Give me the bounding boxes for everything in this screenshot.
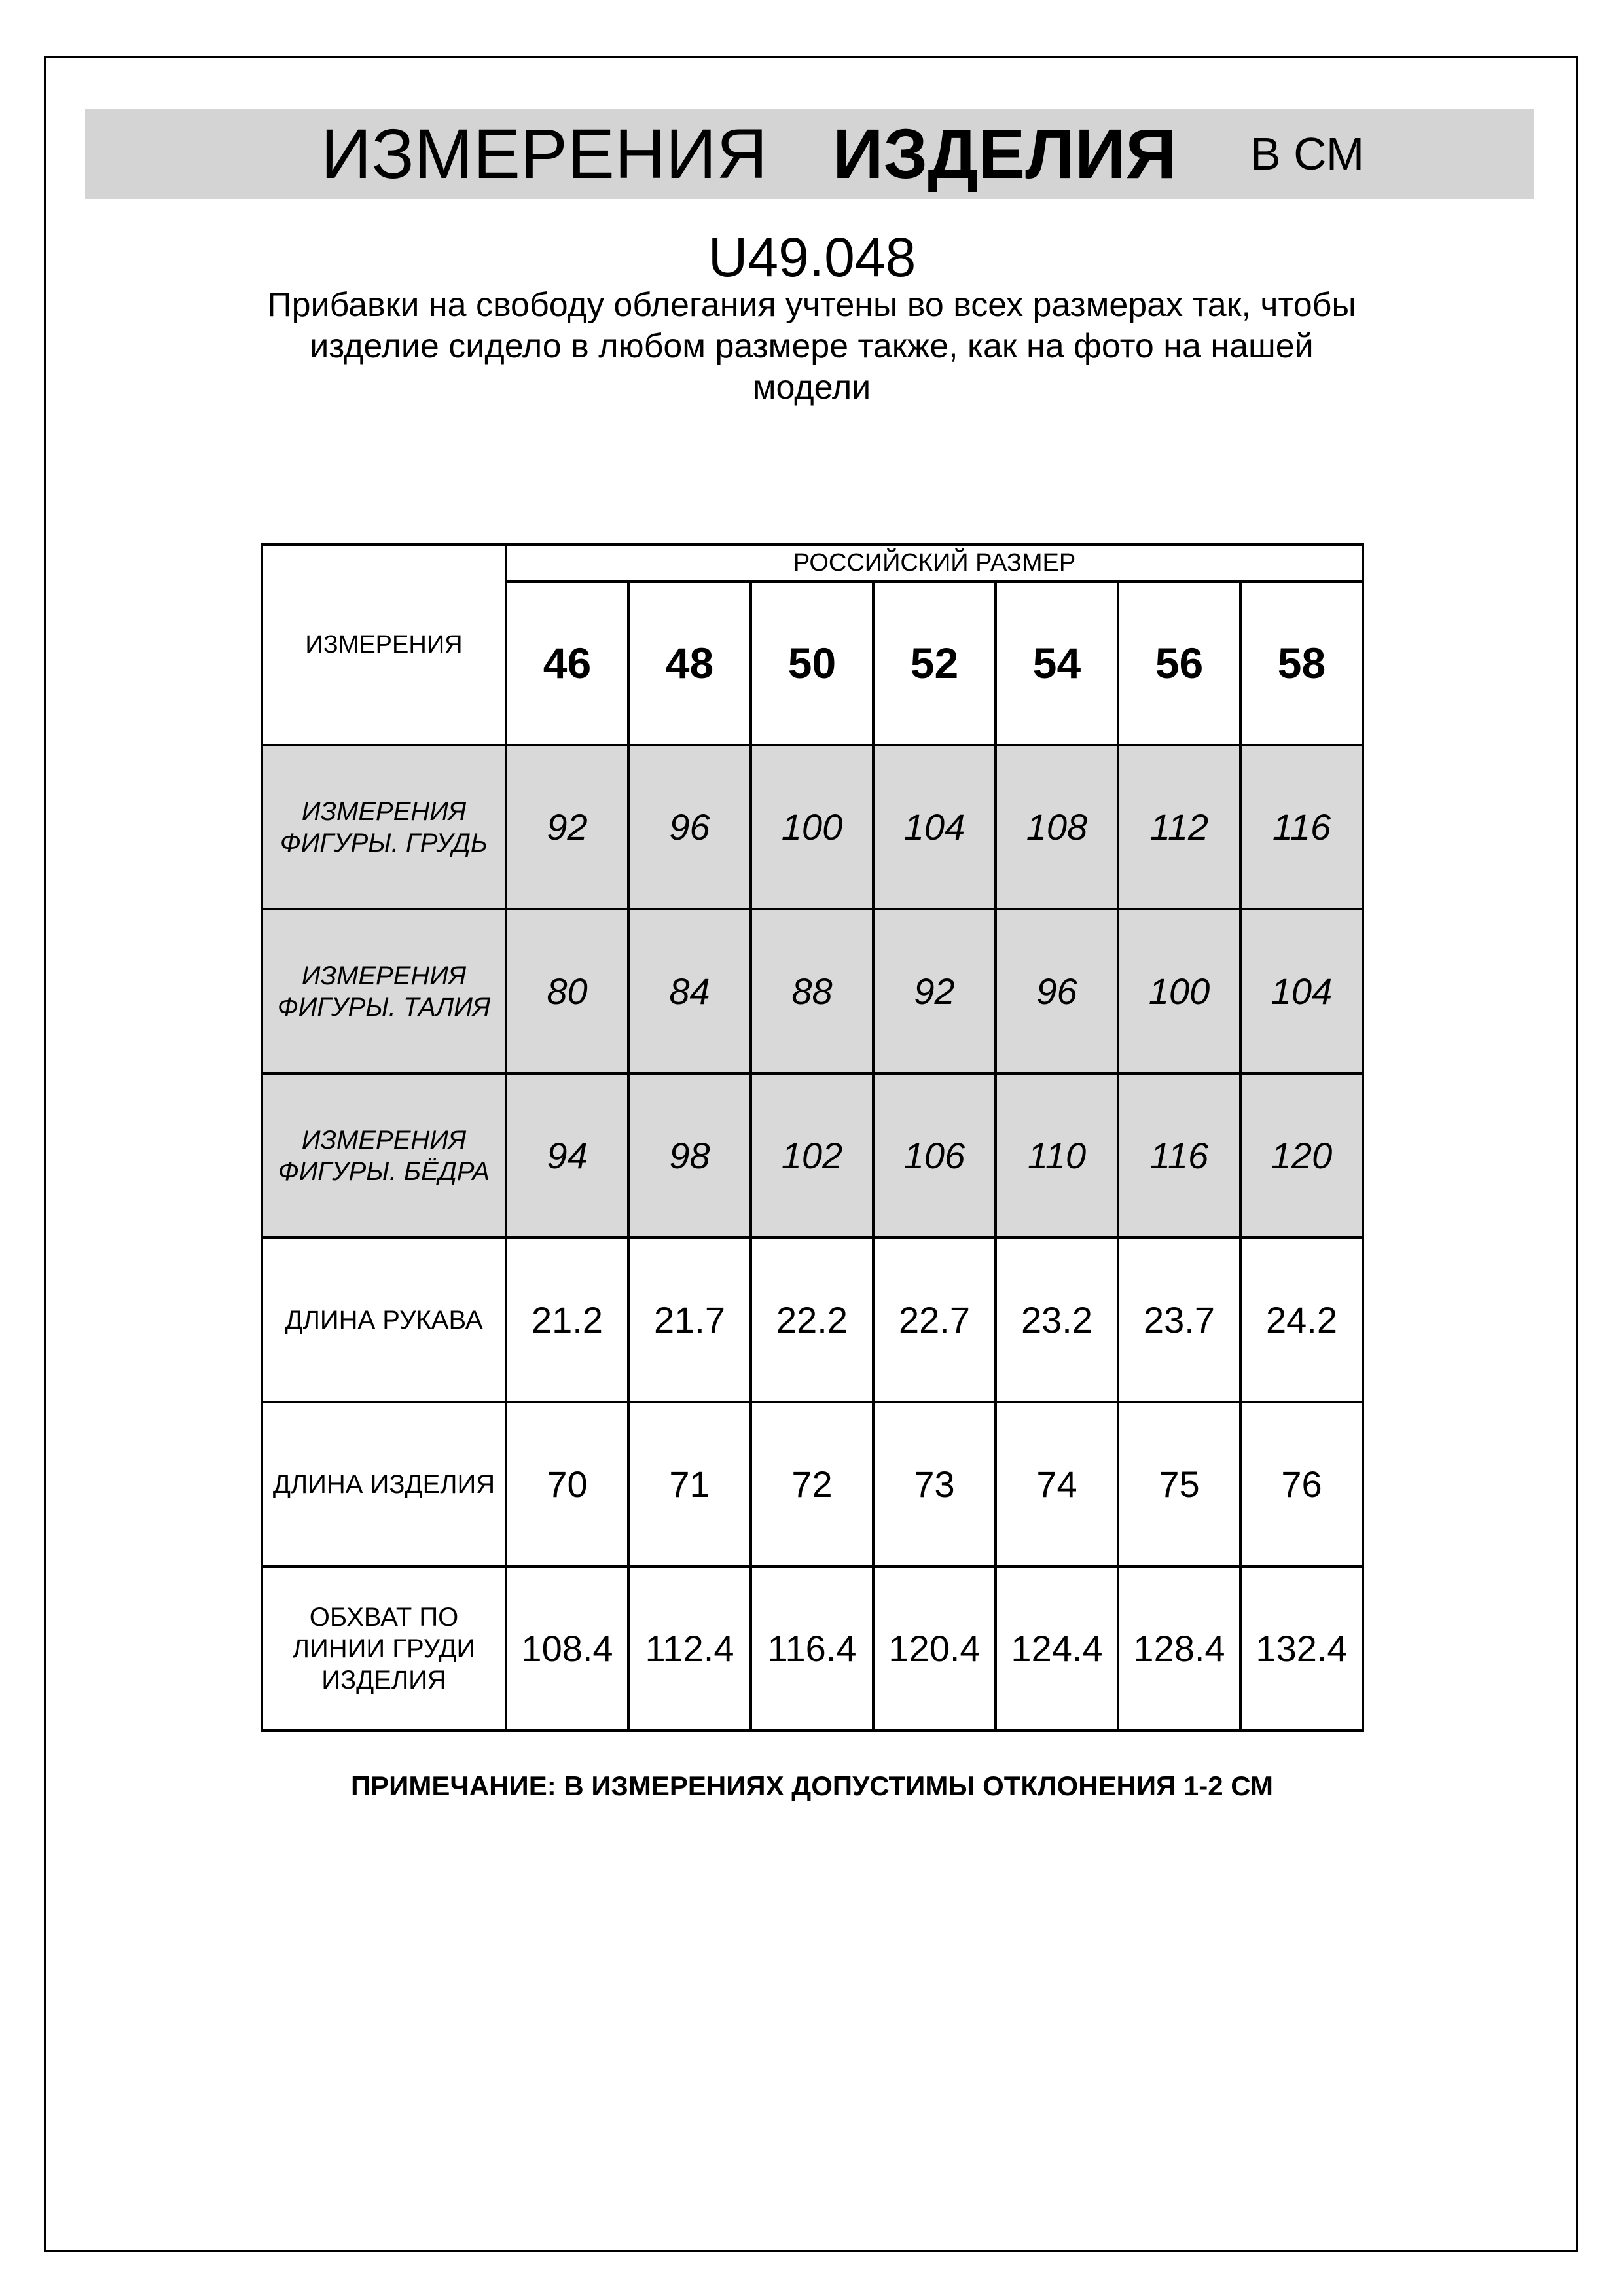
table-cell: 106	[872, 1072, 997, 1239]
table-cell: 102	[749, 1072, 875, 1239]
table-cell: 124.4	[994, 1565, 1119, 1732]
table-row: ДЛИНА ИЗДЕЛИЯ 70 71 72 73 74 75 76	[261, 1401, 1364, 1568]
note: ПРИМЕЧАНИЕ: В ИЗМЕРЕНИЯХ ДОПУСТИМЫ ОТКЛО…	[350, 1770, 1274, 1801]
table-cell: 24.2	[1239, 1236, 1364, 1403]
table-cell: 96	[994, 908, 1119, 1075]
title-product: ИЗДЕЛИЯ	[833, 114, 1177, 193]
table-cell: 132.4	[1239, 1565, 1364, 1732]
table-cell: 75	[1117, 1401, 1242, 1568]
description: Прибавки на свободу облегания учтены во …	[267, 286, 1356, 406]
table-cell: 94	[505, 1072, 630, 1239]
table-cell: 73	[872, 1401, 997, 1568]
table-row: ИЗМЕРЕНИЯ ФИГУРЫ. ГРУДЬ 92 96 100 104 108 112 1…	[261, 744, 1364, 910]
table-cell: 92	[872, 908, 997, 1075]
size-header: 52	[872, 580, 997, 746]
table-cell: 128.4	[1117, 1565, 1242, 1732]
table-cell: 116	[1117, 1072, 1242, 1239]
size-header: 54	[994, 580, 1119, 746]
size-header: 58	[1239, 580, 1364, 746]
table-row: ИЗМЕРЕНИЯ ФИГУРЫ. БЁДРА 94 98 102 106 110 116 1…	[261, 1072, 1364, 1239]
table-cell: 96	[627, 744, 752, 910]
table-cell: 22.2	[749, 1236, 875, 1403]
product-code: U49.048	[708, 226, 916, 288]
group-header: РОССИЙСКИЙ РАЗМЕР	[505, 543, 1364, 583]
row-label: ИЗМЕРЕНИЯ ФИГУРЫ. ТАЛИЯ	[261, 908, 507, 1075]
table-cell: 112	[1117, 744, 1242, 910]
title-measurements: ИЗМЕРЕНИЯ	[321, 114, 768, 193]
size-header: 48	[627, 580, 752, 746]
table-cell: 116	[1239, 744, 1364, 910]
table-cell: 104	[1239, 908, 1364, 1075]
table-cell: 71	[627, 1401, 752, 1568]
page-border	[44, 56, 1578, 2252]
table-cell: 22.7	[872, 1236, 997, 1403]
table-cell: 112.4	[627, 1565, 752, 1732]
size-header: 46	[505, 580, 630, 746]
table-row: ИЗМЕРЕНИЯ ФИГУРЫ. ТАЛИЯ 80 84 88 92 96 100 104	[261, 908, 1364, 1075]
table-cell: 108	[994, 744, 1119, 910]
size-header: 50	[749, 580, 875, 746]
table-cell: 21.7	[627, 1236, 752, 1403]
row-label: ОБХВАТ ПО ЛИНИИ ГРУДИ ИЗДЕЛИЯ	[261, 1565, 507, 1732]
table-row: ОБХВАТ ПО ЛИНИИ ГРУДИ ИЗДЕЛИЯ 108.4 112.4 1…	[261, 1565, 1364, 1732]
corner-label: ИЗМЕРЕНИЯ	[261, 543, 507, 746]
row-label: ДЛИНА ИЗДЕЛИЯ	[261, 1401, 507, 1568]
table-cell: 116.4	[749, 1565, 875, 1732]
table-cell: 120	[1239, 1072, 1364, 1239]
table-cell: 98	[627, 1072, 752, 1239]
table-cell: 100	[1117, 908, 1242, 1075]
title-unit: В СМ	[1250, 128, 1365, 179]
size-table: ИЗМЕРЕНИЯ РОССИЙСКИЙ РАЗМЕР 46 48 50 52 54 56…	[261, 543, 1364, 1732]
table-cell: 108.4	[505, 1565, 630, 1732]
table-cell: 74	[994, 1401, 1119, 1568]
table-cell: 110	[994, 1072, 1119, 1239]
table-cell: 92	[505, 744, 630, 910]
table-cell: 23.2	[994, 1236, 1119, 1403]
row-label: ИЗМЕРЕНИЯ ФИГУРЫ. БЁДРА	[261, 1072, 507, 1239]
size-header: 56	[1117, 580, 1242, 746]
table-cell: 120.4	[872, 1565, 997, 1732]
row-label: ДЛИНА РУКАВА	[261, 1236, 507, 1403]
table-cell: 100	[749, 744, 875, 910]
table-cell: 84	[627, 908, 752, 1075]
title-bar: ИЗМЕРЕНИЯ ИЗДЕЛИЯ В СМ	[85, 109, 1534, 199]
table-cell: 80	[505, 908, 630, 1075]
table-cell: 21.2	[505, 1236, 630, 1403]
table-cell: 70	[505, 1401, 630, 1568]
table-cell: 104	[872, 744, 997, 910]
table-cell: 72	[749, 1401, 875, 1568]
table-row: ДЛИНА РУКАВА 21.2 21.7 22.2 22.7 23.2 23.7 24.2	[261, 1236, 1364, 1403]
row-label: ИЗМЕРЕНИЯ ФИГУРЫ. ГРУДЬ	[261, 744, 507, 910]
table-cell: 76	[1239, 1401, 1364, 1568]
table-cell: 23.7	[1117, 1236, 1242, 1403]
table-cell: 88	[749, 908, 875, 1075]
